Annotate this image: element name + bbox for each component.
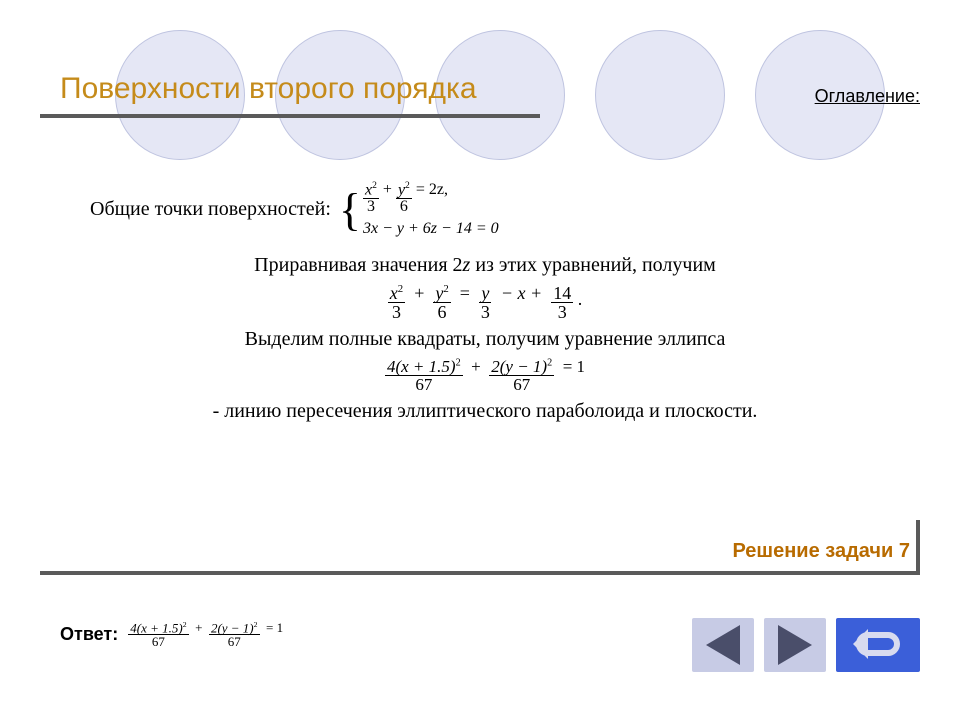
sys-eq2: 3x − y + 6z − 14 = 0 — [363, 219, 499, 239]
nav-next-button[interactable] — [764, 618, 826, 672]
prev-icon — [706, 625, 740, 665]
page-title: Поверхности второго порядка — [60, 72, 477, 106]
answer-row: Ответ: 4(x + 1.5)267 + 2(y − 1)267 = 1 — [60, 620, 283, 648]
sys-eq1: x23 + y26 = 2z, — [363, 180, 499, 215]
line-equating: Приравнивая значения 2z из этих уравнени… — [90, 253, 880, 278]
answer-equation: 4(x + 1.5)267 + 2(y − 1)267 = 1 — [128, 620, 283, 648]
line-complete-squares: Выделим полные квадраты, получим уравнен… — [90, 327, 880, 352]
nav-prev-button[interactable] — [692, 618, 754, 672]
answer-label: Ответ: — [60, 624, 118, 645]
toc-link[interactable]: Оглавление: — [815, 86, 920, 107]
return-icon — [850, 626, 906, 664]
line-intersection: - линию пересечения эллиптического параб… — [90, 399, 880, 424]
title-underline — [40, 114, 540, 118]
nav-buttons — [692, 618, 920, 672]
next-icon — [778, 625, 812, 665]
task-label: Решение задачи 7 — [732, 540, 910, 563]
equation-3: 4(x + 1.5)267 + 2(y − 1)267 = 1 — [90, 356, 880, 393]
decor-circle — [595, 30, 725, 160]
nav-return-button[interactable] — [836, 618, 920, 672]
equation-2: x23 + y26 = y3 − x + 143 . — [90, 282, 880, 321]
line-common-points: Общие точки поверхностей: { x23 + y26 = … — [90, 180, 880, 239]
system-brace: { x23 + y26 = 2z, 3x − y + 6z − 14 = 0 — [339, 180, 499, 239]
content-block: Общие точки поверхностей: { x23 + y26 = … — [90, 180, 880, 428]
label-common-points: Общие точки поверхностей: — [90, 197, 331, 222]
